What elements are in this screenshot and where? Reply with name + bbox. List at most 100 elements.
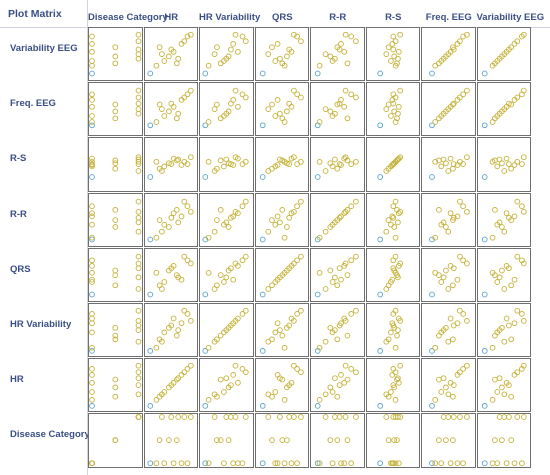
data-point xyxy=(160,460,167,467)
data-point xyxy=(336,46,343,53)
data-point xyxy=(223,327,230,333)
data-point xyxy=(503,315,509,322)
data-point xyxy=(447,156,454,162)
data-point xyxy=(429,291,435,298)
data-point xyxy=(178,460,184,467)
data-point xyxy=(500,106,507,113)
scatter-cell xyxy=(365,192,420,247)
data-point xyxy=(165,437,172,444)
scatter-cell xyxy=(476,27,531,82)
scatter-plot xyxy=(202,31,249,77)
column-label: Freq. EEG xyxy=(425,12,472,23)
data-point xyxy=(167,322,174,329)
data-point xyxy=(507,394,514,400)
data-point xyxy=(202,122,209,129)
data-point xyxy=(112,53,119,60)
data-point xyxy=(460,311,466,317)
data-point xyxy=(167,214,174,221)
data-point xyxy=(392,198,398,205)
data-point xyxy=(457,198,463,205)
data-point xyxy=(178,213,184,219)
data-point xyxy=(297,38,304,45)
scatter-plot xyxy=(481,31,527,77)
data-point xyxy=(89,48,95,55)
scatter-plot xyxy=(89,87,142,129)
data-point xyxy=(135,363,142,369)
data-point xyxy=(89,91,95,98)
data-point xyxy=(334,394,341,400)
data-point xyxy=(394,274,401,281)
data-point xyxy=(89,262,95,269)
data-point xyxy=(436,376,442,383)
data-point xyxy=(316,344,323,351)
data-point xyxy=(153,119,159,126)
data-point xyxy=(89,269,95,276)
data-point xyxy=(223,55,230,62)
data-point xyxy=(217,376,224,383)
data-point xyxy=(454,213,461,219)
data-point xyxy=(89,156,95,162)
data-point xyxy=(376,403,383,409)
data-point xyxy=(382,414,389,421)
data-point xyxy=(223,375,230,382)
scatter-cell xyxy=(143,358,198,413)
scatter-cell xyxy=(365,247,420,302)
row-label: R-R xyxy=(10,208,27,220)
data-point xyxy=(228,100,234,107)
data-point xyxy=(89,236,95,242)
scatter-plot xyxy=(376,87,403,129)
data-point xyxy=(135,228,142,235)
data-point xyxy=(511,276,517,283)
data-point xyxy=(135,391,142,398)
data-point xyxy=(211,338,218,345)
scatter-plot xyxy=(259,414,304,467)
data-point xyxy=(153,269,159,276)
data-point xyxy=(281,234,287,241)
data-point xyxy=(511,162,517,169)
data-point xyxy=(89,41,95,47)
data-point xyxy=(135,94,142,101)
data-point xyxy=(520,87,527,94)
data-point xyxy=(338,460,344,467)
scatter-plot xyxy=(481,87,527,129)
data-point xyxy=(281,397,287,403)
data-point xyxy=(264,106,271,113)
data-point xyxy=(158,285,165,292)
data-point xyxy=(376,291,383,298)
data-point xyxy=(389,460,396,467)
data-point xyxy=(518,460,525,467)
data-point xyxy=(285,46,292,53)
row-label: Disease Category xyxy=(10,429,90,441)
data-point xyxy=(271,221,278,228)
data-point xyxy=(429,348,435,354)
data-point xyxy=(205,269,212,276)
data-point xyxy=(440,274,447,281)
data-point xyxy=(336,100,343,107)
column-label: HR xyxy=(164,12,179,23)
scatter-cell xyxy=(421,358,476,413)
data-point xyxy=(396,414,403,421)
data-point xyxy=(396,31,403,38)
data-point xyxy=(89,234,95,241)
data-point xyxy=(460,460,466,467)
scatter-plot xyxy=(376,198,403,242)
data-point xyxy=(112,394,119,400)
data-point xyxy=(457,369,463,376)
data-point xyxy=(173,332,180,339)
data-point xyxy=(268,437,275,444)
data-point xyxy=(135,369,142,376)
data-point xyxy=(202,403,209,409)
data-point xyxy=(89,174,95,181)
data-point xyxy=(211,391,218,398)
data-point xyxy=(432,159,439,166)
data-point xyxy=(135,106,142,113)
data-point xyxy=(112,336,119,343)
scatter-cell xyxy=(421,27,476,82)
data-point xyxy=(283,108,290,115)
data-point xyxy=(180,369,187,376)
data-point xyxy=(500,391,507,398)
data-point xyxy=(276,327,283,333)
scatter-plot xyxy=(481,198,527,242)
data-point xyxy=(276,157,283,163)
data-point xyxy=(344,332,351,339)
